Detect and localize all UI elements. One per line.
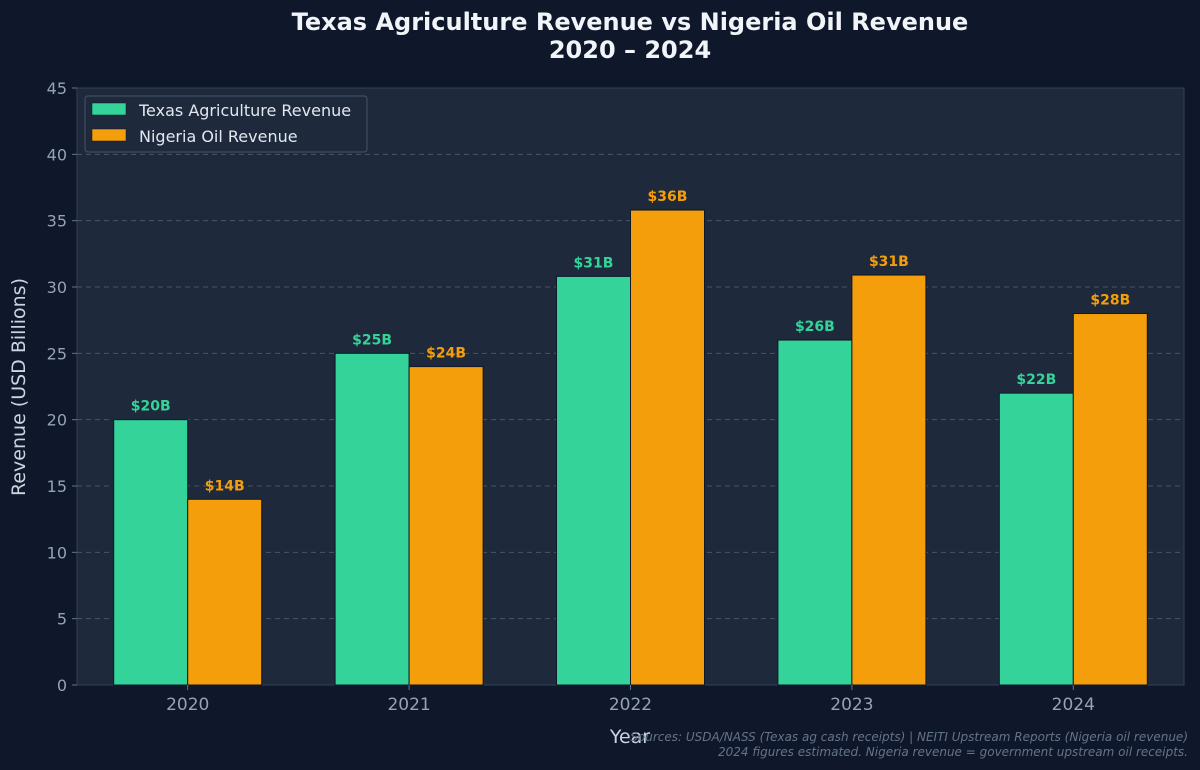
bar-nigeria-2022 (630, 209, 705, 686)
y-tick-label: 20 (47, 411, 67, 430)
data-label-nigeria-2022: $36B (648, 189, 688, 205)
footnote-line-2: 2024 figures estimated. Nigeria revenue … (718, 745, 1188, 759)
data-label-nigeria-2020: $14B (205, 478, 245, 494)
x-tick-label: 2024 (1052, 695, 1095, 715)
y-tick-label: 45 (47, 79, 67, 98)
y-axis-label: Revenue (USD Billions) (8, 278, 30, 496)
legend: Texas Agriculture Revenue Nigeria Oil Re… (84, 95, 368, 153)
x-tick-label: 2021 (387, 695, 430, 715)
legend-swatch-nigeria (91, 128, 127, 142)
bar-texas-2021 (334, 352, 410, 686)
y-tick-label: 40 (47, 145, 67, 164)
x-tick-label: 2023 (830, 695, 873, 715)
data-label-texas-2021: $25B (352, 332, 392, 348)
y-axis-ticks: 0 5 10 15 20 25 30 35 40 45 (47, 79, 77, 695)
x-tick-label: 2022 (609, 695, 652, 715)
y-tick-label: 0 (57, 676, 67, 695)
x-axis-label: Year (609, 726, 650, 748)
y-tick-label: 10 (47, 543, 67, 562)
y-tick-label: 5 (57, 610, 67, 629)
chart-title: Texas Agriculture Revenue vs Nigeria Oil… (292, 8, 969, 36)
data-label-texas-2024: $22B (1016, 372, 1056, 388)
bar-nigeria-2021 (408, 366, 484, 686)
bar-nigeria-2024 (1072, 313, 1148, 686)
legend-label-nigeria: Nigeria Oil Revenue (139, 127, 298, 146)
data-label-nigeria-2021: $24B (426, 346, 466, 362)
legend-label-texas: Texas Agriculture Revenue (138, 101, 351, 120)
x-tick-label: 2020 (166, 695, 209, 715)
chart-subtitle: 2020 – 2024 (549, 36, 711, 64)
data-labels-layer: $20B $14B $25B $24B $31B $36B $26B $31B $22B $28B (131, 189, 1131, 494)
y-tick-label: 25 (47, 344, 67, 363)
data-label-texas-2023: $26B (795, 319, 835, 335)
bar-texas-2023 (777, 339, 853, 686)
bar-texas-2020 (113, 419, 189, 686)
bar-nigeria-2023 (851, 274, 927, 686)
data-label-texas-2022: $31B (574, 255, 614, 271)
data-label-nigeria-2024: $28B (1090, 293, 1130, 309)
legend-swatch-texas (91, 102, 127, 116)
bar-texas-2024 (998, 392, 1074, 686)
bars-layer (113, 209, 1148, 686)
y-tick-label: 35 (47, 212, 67, 231)
data-label-nigeria-2023: $31B (869, 254, 909, 270)
data-label-texas-2020: $20B (131, 399, 171, 415)
bar-texas-2022 (556, 275, 631, 686)
footnote-line-1: Sources: USDA/NASS (Texas ag cash receip… (630, 730, 1188, 744)
bar-nigeria-2020 (187, 498, 263, 686)
y-tick-label: 30 (47, 278, 67, 297)
legend-box (84, 95, 368, 153)
x-axis-ticks: 2020 2021 2022 2023 2024 (166, 685, 1095, 715)
y-tick-label: 15 (47, 477, 67, 496)
